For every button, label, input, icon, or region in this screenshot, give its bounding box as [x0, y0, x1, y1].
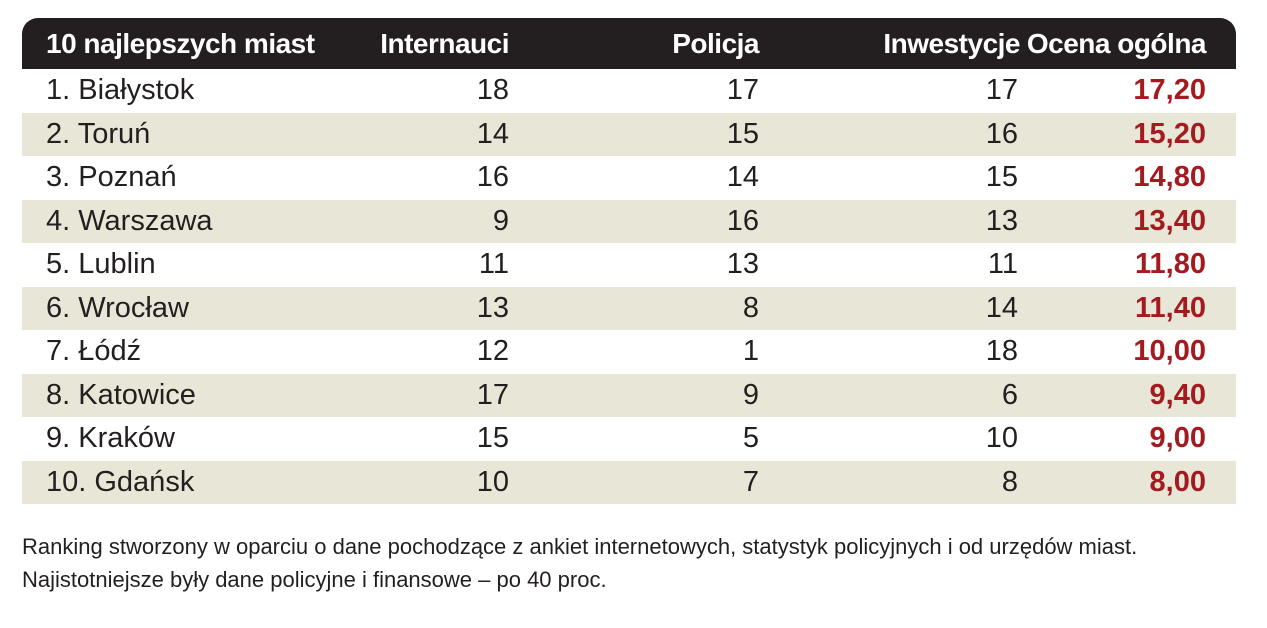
inwestycje-cell: 15	[985, 161, 1018, 194]
city-name-cell: 6. Wrocław	[46, 291, 189, 324]
internauci-cell: 18	[476, 74, 509, 107]
ranking-table: 10 najlepszych miast Internauci Policja …	[22, 18, 1236, 504]
internauci-cell: 14	[476, 117, 509, 150]
table-header: 10 najlepszych miast Internauci Policja …	[22, 18, 1236, 69]
table-row: 4. Warszawa 9 16 13 13,40	[22, 199, 1236, 243]
table-row: 3. Poznań 16 14 15 14,80	[22, 156, 1236, 200]
internauci-cell: 16	[476, 161, 509, 194]
policja-cell: 13	[726, 248, 759, 281]
inwestycje-cell: 14	[985, 291, 1018, 324]
city-name-cell: 9. Kraków	[46, 422, 175, 455]
header-inwestycje: Inwestycje	[883, 27, 1020, 59]
header-policja: Policja	[672, 27, 759, 59]
policja-cell: 1	[742, 335, 759, 368]
table-row: 5. Lublin 11 13 11 11,80	[22, 243, 1236, 287]
table-row: 6. Wrocław 13 8 14 11,40	[22, 286, 1236, 330]
inwestycje-cell: 11	[987, 248, 1018, 281]
internauci-cell: 9	[492, 204, 509, 237]
table-body: 1. Białystok 18 17 17 17,20 2. Toruń 14 15 16 15,…	[22, 69, 1236, 504]
ocena-cell: 11,80	[1135, 248, 1206, 281]
ocena-cell: 9,00	[1149, 422, 1206, 455]
header-cities: 10 najlepszych miast	[46, 27, 315, 59]
table-row: 9. Kraków 15 5 10 9,00	[22, 417, 1236, 461]
policja-cell: 16	[726, 204, 759, 237]
inwestycje-cell: 6	[1001, 378, 1018, 411]
ocena-cell: 17,20	[1133, 74, 1206, 107]
internauci-cell: 11	[478, 248, 509, 281]
ocena-cell: 10,00	[1133, 335, 1206, 368]
ocena-cell: 8,00	[1149, 465, 1206, 498]
footnote: Ranking stworzony w oparciu o dane pocho…	[22, 534, 1138, 592]
policja-cell: 9	[742, 378, 759, 411]
inwestycje-cell: 17	[985, 74, 1018, 107]
internauci-cell: 12	[476, 335, 509, 368]
inwestycje-cell: 10	[985, 422, 1018, 455]
table-row: 7. Łódź 12 1 18 10,00	[22, 330, 1236, 374]
city-name-cell: 8. Katowice	[46, 378, 196, 411]
table-row: 1. Białystok 18 17 17 17,20	[22, 69, 1236, 113]
policja-cell: 15	[726, 117, 759, 150]
city-name-cell: 2. Toruń	[46, 117, 151, 150]
ocena-cell: 11,40	[1135, 291, 1206, 324]
internauci-cell: 13	[476, 291, 509, 324]
policja-cell: 14	[726, 161, 759, 194]
internauci-cell: 15	[476, 422, 509, 455]
table-row: 8. Katowice 17 9 6 9,40	[22, 373, 1236, 417]
header-internauci: Internauci	[380, 27, 509, 59]
city-name-cell: 4. Warszawa	[46, 204, 213, 237]
inwestycje-cell: 8	[1001, 465, 1018, 498]
policja-cell: 8	[742, 291, 759, 324]
city-name-cell: 7. Łódź	[46, 335, 142, 368]
policja-cell: 7	[742, 465, 759, 498]
inwestycje-cell: 16	[985, 117, 1018, 150]
inwestycje-cell: 13	[985, 204, 1018, 237]
header-ocena: Ocena ogólna	[1026, 27, 1207, 59]
ocena-cell: 15,20	[1133, 117, 1206, 150]
ocena-cell: 9,40	[1149, 378, 1206, 411]
city-name-cell: 1. Białystok	[46, 74, 195, 107]
internauci-cell: 10	[476, 465, 509, 498]
ocena-cell: 13,40	[1133, 204, 1206, 237]
policja-cell: 5	[742, 422, 759, 455]
policja-cell: 17	[726, 74, 759, 107]
city-name-cell: 10. Gdańsk	[46, 465, 195, 498]
inwestycje-cell: 18	[985, 335, 1018, 368]
city-name-cell: 5. Lublin	[46, 248, 156, 281]
ocena-cell: 14,80	[1133, 161, 1206, 194]
internauci-cell: 17	[476, 378, 509, 411]
table-row: 2. Toruń 14 15 16 15,20	[22, 112, 1236, 156]
city-name-cell: 3. Poznań	[46, 161, 177, 194]
table-row: 10. Gdańsk 10 7 8 8,00	[22, 460, 1236, 504]
